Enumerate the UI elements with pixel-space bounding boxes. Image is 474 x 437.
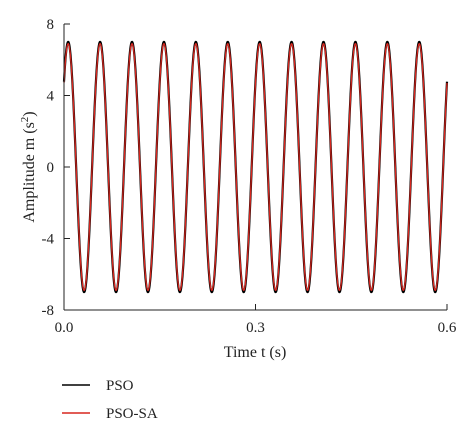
y-axis-label: Amplitude m (s2) (19, 111, 38, 222)
y-tick-label: 4 (47, 89, 55, 105)
x-tick-label: 0.0 (55, 320, 74, 336)
x-tick-label: 0.3 (246, 320, 265, 336)
y-axis-label-close: ) (21, 111, 38, 116)
y-tick-label: 8 (47, 17, 55, 33)
y-tick-label: -8 (42, 303, 55, 319)
legend: PSO PSO-SA (62, 378, 158, 422)
ticks-layer: 0.0 0.3 0.6 8 4 0 -4 -8 (42, 17, 457, 336)
y-axis-label-sup: 2 (19, 117, 31, 123)
y-tick-label: 0 (47, 160, 55, 176)
series-line-pso-sa (63, 43, 448, 291)
legend-label-pso-sa: PSO-SA (106, 406, 158, 422)
plot-area: 0.0 0.3 0.6 8 4 0 -4 -8 (42, 17, 457, 336)
y-axis-label-main: Amplitude m (s (21, 122, 38, 222)
x-tick-label: 0.6 (438, 320, 457, 336)
series-layer (62, 40, 449, 294)
legend-label-pso: PSO (106, 378, 134, 394)
x-axis-label: Time t (s) (224, 344, 287, 361)
y-tick-label: -4 (42, 232, 55, 248)
